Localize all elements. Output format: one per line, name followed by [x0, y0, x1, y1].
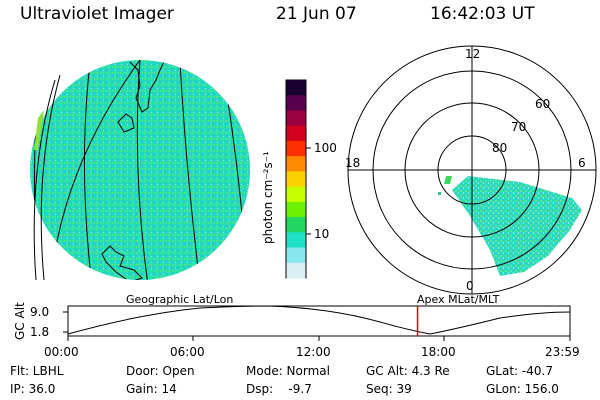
gc-altitude-status: GC Alt: 4.3 Re	[366, 364, 450, 378]
color-bar-segment	[286, 156, 306, 172]
mlat-label-60: 60	[535, 97, 551, 111]
timeline-ymax: 9.0	[30, 305, 50, 319]
coastline	[117, 113, 135, 133]
mlat-label-70: 70	[511, 120, 527, 134]
color-bar-segment	[286, 247, 306, 264]
color-bar-segment	[286, 95, 306, 111]
dayside-glow	[34, 110, 44, 150]
color-bar-unit: photon cm⁻²s⁻¹	[261, 151, 275, 244]
time-label: 16:42:03 UT	[430, 4, 535, 24]
instrument-title: Ultraviolet Imager	[20, 4, 174, 24]
meridian-line	[136, 60, 149, 280]
date-label: 21 Jun 07	[276, 4, 357, 24]
auroral-spot	[444, 176, 452, 184]
mlt-label-midnight: 0	[466, 279, 474, 293]
apex-panel-label: Apex MLat/MLT	[417, 293, 500, 306]
limb-line	[33, 79, 56, 281]
auroral-oval	[452, 176, 582, 276]
filter-status: Flt: LBHL	[10, 364, 64, 378]
auroral-spot	[438, 192, 441, 195]
timeline-tick-label: 06:00	[170, 345, 205, 359]
timeline-tick-label: 23:59	[545, 345, 580, 359]
geo-panel-label: Geographic Lat/Lon	[126, 293, 234, 306]
mlt-label-dawn: 6	[578, 156, 586, 170]
color-bar-segment	[286, 217, 306, 233]
color-bar-segment	[286, 262, 306, 279]
color-bar-segment	[286, 125, 306, 142]
mlat-label-80: 80	[492, 141, 508, 155]
color-bar-segment	[286, 80, 306, 96]
color-bar-tick-label: 100	[314, 141, 337, 155]
timeline-ymin: 1.8	[30, 325, 50, 339]
timeline-tick-label: 18:00	[421, 345, 456, 359]
meridian-line	[179, 61, 201, 280]
glat-status: GLat: -40.7	[486, 364, 553, 378]
globe-disc	[30, 60, 250, 280]
limb-line	[40, 74, 61, 281]
coastline	[129, 61, 165, 113]
altitude-timeline	[63, 305, 571, 341]
color-bar-segment	[286, 140, 306, 157]
color-bar-segment	[286, 186, 306, 203]
mode-status: Mode: Normal	[246, 364, 330, 378]
color-bar	[285, 79, 311, 279]
gain-status: Gain: 14	[126, 382, 177, 396]
door-status: Door: Open	[126, 364, 195, 378]
ip-status: IP: 36.0	[10, 382, 56, 396]
sequence-status: Seq: 39	[366, 382, 412, 396]
meridian-line	[83, 61, 93, 280]
timeline-frame	[67, 305, 571, 337]
altitude-curve	[67, 305, 571, 335]
color-bar-segment	[286, 110, 306, 127]
mlt-label-noon: 12	[465, 47, 481, 61]
color-bar-tick-label: 10	[314, 227, 330, 241]
glon-status: GLon: 156.0	[486, 382, 559, 396]
timeline-tick-label: 00:00	[44, 345, 79, 359]
polar-plot	[347, 45, 597, 295]
geographic-globe	[30, 60, 250, 281]
coastline	[101, 245, 143, 280]
mlt-label-dusk: 18	[345, 156, 361, 170]
timeline-tick-label: 12:00	[296, 345, 331, 359]
color-bar-segment	[286, 232, 306, 249]
dsp-status: Dsp: -9.7	[246, 382, 312, 396]
color-bar-segment	[286, 201, 306, 218]
timeline-ylabel: GC Alt	[13, 302, 27, 340]
color-bar-segment	[286, 171, 306, 188]
